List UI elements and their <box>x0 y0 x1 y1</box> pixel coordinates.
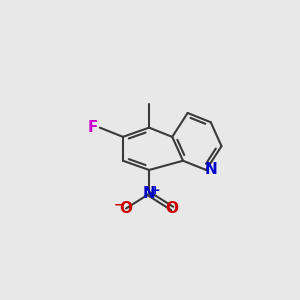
Text: O: O <box>166 201 179 216</box>
Text: +: + <box>150 184 160 196</box>
Text: F: F <box>88 120 98 135</box>
Text: N: N <box>205 163 218 178</box>
Text: −: − <box>114 199 124 212</box>
Text: N: N <box>143 186 155 201</box>
Text: O: O <box>119 201 133 216</box>
